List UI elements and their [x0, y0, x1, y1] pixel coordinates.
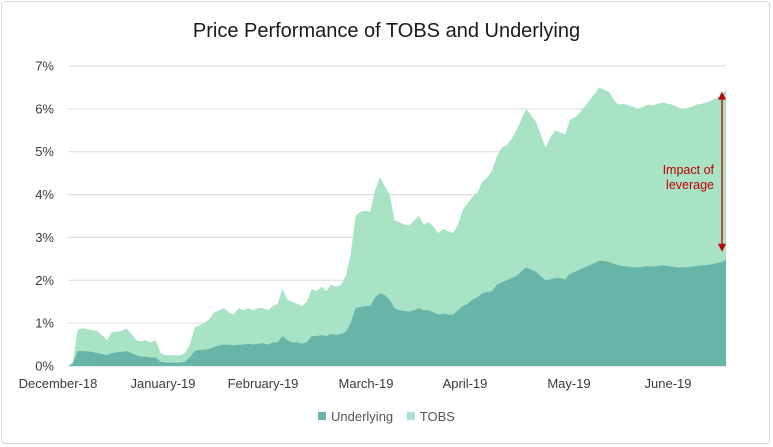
legend-swatch-underlying — [318, 412, 327, 420]
y-tick-label: 1% — [35, 316, 54, 331]
legend-label-tobs: TOBS — [419, 408, 455, 424]
y-tick-label: 7% — [35, 59, 54, 74]
leverage-arrow-head-top — [718, 91, 726, 100]
legend-item-tobs: TOBS — [406, 408, 455, 424]
chart-title: Price Performance of TOBS and Underlying — [192, 20, 581, 42]
annotation-text-line1: Impact of — [663, 163, 715, 177]
x-tick-label: June-19 — [645, 376, 692, 391]
y-tick-label: 2% — [35, 273, 54, 288]
y-axis-ticks: 0% 1% 2% 3% 4% 5% 6% 7% — [35, 59, 54, 374]
series-areas — [68, 87, 726, 367]
x-tick-label: January-19 — [130, 376, 195, 391]
y-tick-label: 0% — [35, 359, 54, 374]
leverage-arrow-head-bottom — [718, 243, 726, 252]
annotation-text-line2: leverage — [666, 178, 714, 192]
y-tick-label: 6% — [35, 101, 54, 116]
legend-item-underlying: Underlying — [318, 409, 393, 424]
legend-label-underlying: Underlying — [331, 408, 394, 424]
x-tick-label: April-19 — [443, 376, 488, 391]
legend: Underlying TOBS — [0, 408, 773, 424]
y-tick-label: 4% — [35, 187, 54, 202]
legend-swatch-tobs — [406, 412, 415, 420]
x-tick-label: March-19 — [339, 376, 394, 391]
x-axis-ticks: December-18 January-19 February-19 March-19… — [19, 376, 692, 391]
x-tick-label: December-18 — [19, 376, 98, 391]
x-tick-label: February-19 — [228, 376, 299, 391]
y-tick-label: 3% — [35, 230, 54, 245]
y-tick-label: 5% — [35, 144, 54, 159]
area-underlying — [68, 259, 726, 366]
x-tick-label: May-19 — [547, 376, 590, 391]
